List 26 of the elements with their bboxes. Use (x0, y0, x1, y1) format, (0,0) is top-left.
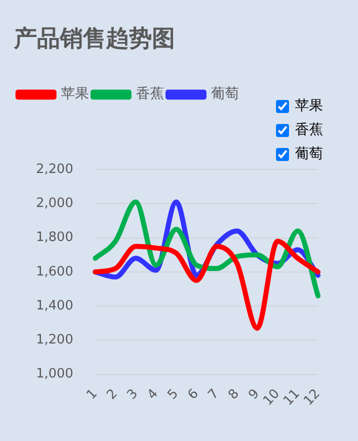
y-tick-label: 1,800 (36, 230, 74, 246)
y-tick-label: 1,400 (36, 298, 74, 314)
x-tick-label: 11 (280, 386, 304, 409)
x-tick-label: 4 (144, 386, 162, 403)
y-tick-label: 1,600 (36, 264, 74, 280)
x-tick-label: 3 (124, 386, 142, 403)
x-tick-label: 6 (185, 386, 202, 403)
y-tick-label: 2,000 (36, 196, 74, 212)
y-tick-label: 1,000 (36, 366, 74, 382)
chart-title: 产品销售趋势图 (13, 26, 175, 52)
x-tick-label: 5 (165, 386, 182, 403)
y-tick-label: 2,200 (36, 162, 74, 177)
y-tick-label: 1,200 (36, 332, 74, 348)
text: 苹果 (295, 98, 323, 114)
x-tick-label: 2 (104, 386, 121, 403)
x-tick-label: 1 (84, 386, 101, 403)
legend-label: 香蕉 (136, 86, 164, 102)
x-tick-label: 8 (226, 386, 242, 403)
legend-label: 苹果 (61, 86, 89, 102)
x-tick-label: 12 (301, 386, 324, 409)
text: 香蕉 (295, 122, 323, 138)
legend-label: 葡萄 (211, 86, 239, 102)
x-tick-label: 10 (260, 386, 283, 409)
x-tick-label: 7 (206, 386, 222, 403)
x-tick-label: 9 (246, 386, 263, 403)
text: 葡萄 (295, 146, 323, 162)
